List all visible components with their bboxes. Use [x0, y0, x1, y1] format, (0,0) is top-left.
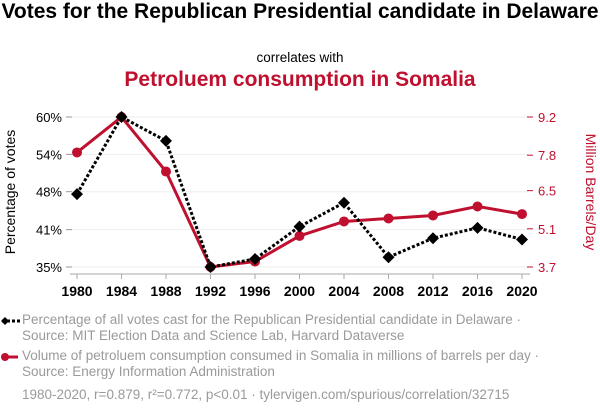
votes-point — [160, 134, 172, 147]
petroleum-point — [161, 166, 171, 177]
y-tick-label: 48% — [36, 185, 62, 200]
chart-title: Votes for the Republican Presidential ca… — [1, 0, 599, 23]
votes-point — [71, 188, 83, 201]
votes-point — [249, 253, 261, 266]
y-tick-label: 41% — [36, 223, 62, 238]
votes-point — [338, 196, 350, 209]
x-tick-label: 2004 — [328, 283, 359, 299]
x-tick-label: 2020 — [506, 283, 537, 299]
legend-item-votes: Percentage of all votes cast for the Rep… — [1, 312, 562, 344]
y2-axis-label: Million Barrels/Day — [583, 134, 599, 251]
legend-black-dotted-diamond-icon — [1, 317, 20, 325]
legend-votes-text: Percentage of all votes cast for the Rep… — [22, 312, 522, 343]
y-axis-label: Percentage of votes — [2, 130, 18, 255]
legend-item-petroleum: Volume of petroluem consumption consumed… — [1, 348, 562, 380]
y2-tick-label: 3.7 — [538, 260, 556, 275]
x-tick-label: 1992 — [195, 283, 226, 299]
y2-tick-label: 9.2 — [538, 110, 556, 125]
y2-tick-label: 6.5 — [538, 184, 556, 199]
x-tick-label: 1984 — [106, 283, 137, 299]
votes-point — [115, 111, 128, 123]
petroleum-point — [428, 210, 438, 221]
footer-stats: 1980-2020, r=0.879, r²=0.772, p<0.01 · t… — [22, 387, 510, 402]
petroleum-point — [72, 147, 82, 158]
votes-point — [293, 220, 306, 233]
votes-point — [204, 261, 217, 273]
x-tick-label: 1996 — [239, 283, 270, 299]
petroleum-point — [472, 201, 483, 212]
petroleum-point — [339, 216, 349, 227]
y-tick-label: 35% — [36, 260, 62, 275]
x-tick-label: 1988 — [150, 283, 181, 299]
votes-series-line — [75, 114, 523, 269]
y2-tick-label: 5.1 — [538, 222, 556, 237]
y-tick-label: 60% — [36, 110, 62, 125]
chart-subtitle: Petroluem consumption in Somalia — [124, 68, 476, 91]
votes-point — [516, 233, 528, 246]
legend-red-line-circle-icon — [1, 353, 18, 361]
petroleum-point — [517, 209, 527, 220]
x-tick-label: 2008 — [373, 283, 404, 299]
petroleum-point — [383, 213, 394, 224]
x-tick-label: 2016 — [462, 283, 493, 299]
petroleum-point — [294, 230, 305, 241]
x-tick-label: 2012 — [417, 283, 448, 299]
y-tick-label: 54% — [36, 147, 62, 162]
y2-tick-label: 7.8 — [538, 148, 556, 163]
x-tick-label: 1980 — [61, 283, 92, 299]
votes-point — [382, 251, 395, 264]
x-tick-label: 2000 — [284, 283, 315, 299]
votes-point — [471, 221, 484, 234]
correlates-with-label: correlates with — [256, 50, 344, 65]
legend-petroleum-text: Volume of petroluem consumption consumed… — [22, 348, 540, 379]
votes-point — [427, 232, 439, 245]
